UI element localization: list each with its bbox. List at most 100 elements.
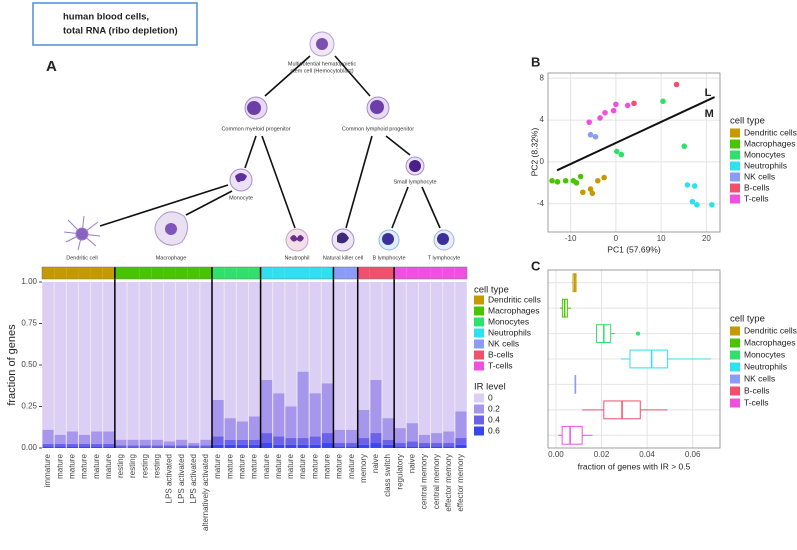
bar-segment — [163, 441, 176, 446]
y-tick-label: 0.75 — [21, 319, 37, 328]
bar-segment — [431, 443, 443, 447]
node-label: Small lymphocyte — [393, 179, 436, 185]
legend-swatch — [730, 362, 740, 372]
edge — [261, 135, 296, 229]
cell-type-strip — [224, 267, 237, 279]
legend-swatch — [474, 393, 484, 403]
x-tick-label: mature — [67, 453, 76, 478]
point — [660, 98, 666, 105]
edge — [385, 135, 411, 156]
legend-label: B-cells — [744, 385, 770, 395]
cell-type-strip — [236, 267, 249, 279]
y-tick-label: 0 — [540, 157, 545, 166]
panel-label: C — [531, 258, 541, 273]
legend-title: IR level — [474, 382, 506, 393]
legend-title: cell type — [474, 285, 509, 296]
bar-segment — [176, 445, 188, 448]
bar-segment — [261, 443, 273, 448]
point — [691, 183, 698, 189]
bar-segment — [285, 282, 297, 407]
bar-segment — [224, 439, 236, 445]
legend-label: 0.4 — [488, 414, 500, 424]
cell-nucleus — [235, 173, 247, 183]
bar-segment — [333, 429, 346, 444]
cell-type-strip — [430, 267, 443, 279]
x-tick-label: mature — [55, 453, 64, 478]
bar-segment — [54, 443, 66, 447]
bar-segment — [91, 431, 103, 444]
x-tick-label: mature — [347, 453, 356, 478]
x-tick-label: naive — [371, 453, 380, 473]
bar-segment — [273, 436, 285, 445]
legend-label: Monocytes — [744, 349, 785, 359]
bar-segment — [127, 447, 139, 448]
legend-label: Dendritic cells — [488, 294, 541, 304]
strip-frame — [41, 266, 468, 280]
bar-segment — [115, 447, 127, 448]
bar-segment — [212, 444, 224, 448]
cell-type-strip — [187, 267, 200, 279]
bar-segment — [431, 446, 443, 448]
bar-segment — [333, 446, 346, 448]
cell-type-strip — [394, 267, 407, 279]
separator-label: L — [705, 87, 712, 99]
cell-type-strip — [406, 267, 419, 279]
x-tick-label: mature — [80, 453, 89, 478]
bar-segment — [370, 443, 382, 448]
bar-segment — [151, 447, 163, 448]
point — [554, 178, 561, 185]
cell-type-strip — [357, 267, 370, 279]
x-tick-label: 10 — [657, 234, 666, 243]
cell-type-strip — [418, 267, 431, 279]
legend-label: NK cells — [488, 338, 519, 348]
bar-segment — [115, 439, 127, 446]
cell-type-strip — [321, 267, 334, 279]
legend-label: Macrophages — [488, 305, 540, 315]
point — [624, 102, 631, 109]
cell-type-strip — [272, 267, 285, 279]
x-tick-label: mature — [92, 453, 101, 478]
y-tick-label: 1.00 — [21, 277, 37, 286]
bar-segment — [394, 428, 406, 444]
bar-segment — [224, 444, 236, 448]
cell-type-strip — [333, 267, 346, 279]
y-tick-label: -4 — [537, 199, 545, 208]
bar-segment — [127, 439, 139, 446]
legend-swatch — [474, 415, 484, 425]
x-tick-label: resting — [140, 454, 149, 478]
legend-label: Dendritic cells — [744, 325, 797, 335]
node-label: stem cell (Hemocytoblast) — [290, 68, 353, 74]
edge — [391, 186, 409, 229]
legend-swatch — [474, 306, 484, 316]
bar-segment — [224, 282, 236, 419]
cell-nucleus — [165, 223, 177, 235]
legend-label: 0.6 — [488, 425, 500, 435]
bar-segment — [115, 445, 127, 448]
point — [709, 202, 715, 208]
bar-segment — [127, 282, 139, 440]
x-tick-label: mature — [213, 453, 222, 478]
x-tick-label: 0.02 — [594, 450, 610, 459]
edge — [334, 55, 371, 97]
bar-segment — [66, 446, 78, 448]
cell-type-strip — [212, 267, 225, 279]
bar-segment — [91, 443, 103, 447]
bar-segment — [248, 439, 261, 445]
node-label: Macrophage — [156, 255, 187, 261]
bar-segment — [163, 282, 176, 442]
bar-segment — [163, 447, 176, 448]
legend-label: 0 — [488, 392, 493, 402]
point — [562, 177, 569, 184]
bar-segment — [78, 443, 91, 447]
cell-type-strip — [78, 267, 91, 279]
x-axis-label: PC1 (57.69%) — [607, 244, 661, 254]
separator-line — [556, 96, 715, 172]
bar-segment — [163, 445, 176, 448]
bar-segment — [455, 411, 467, 439]
bar-segment — [382, 418, 394, 440]
x-tick-label: resting — [116, 454, 125, 478]
bar-segment — [455, 282, 467, 412]
y-tick-label: 8 — [540, 73, 545, 82]
legend-title: cell type — [730, 314, 765, 325]
bar-segment — [103, 446, 115, 448]
